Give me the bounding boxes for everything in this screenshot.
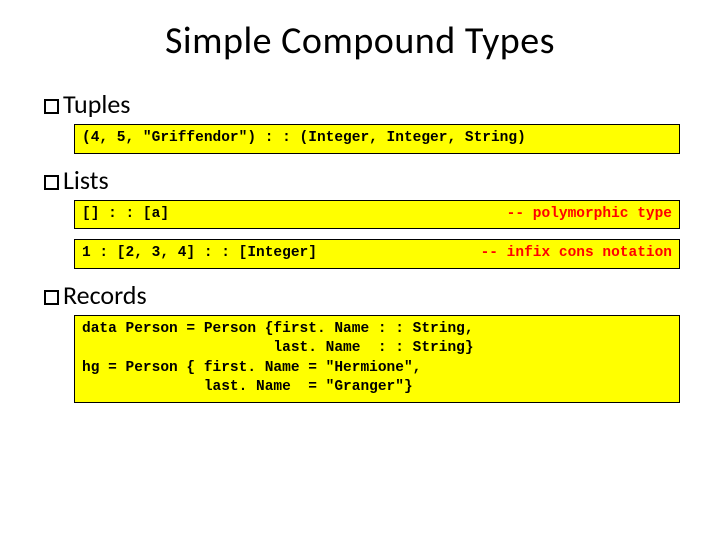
code-tuples: (4, 5, "Griffendor") : : (Integer, Integ… [74, 124, 680, 154]
code-lists-2: 1 : [2, 3, 4] : : [Integer] -- infix cons… [74, 239, 680, 269]
heading-text: Tuples [63, 88, 130, 120]
bullet-icon [44, 99, 59, 114]
bullet-icon [44, 290, 59, 305]
slide-title: Simple Compound Types [40, 18, 680, 64]
bullet-icon [44, 175, 59, 190]
section-tuples-heading: Tuples [40, 88, 680, 120]
heading-text: Lists [63, 164, 109, 196]
code-left: [] : : [a] [82, 205, 169, 225]
section-lists-heading: Lists [40, 164, 680, 196]
code-lists-1: [] : : [a] -- polymorphic type [74, 200, 680, 230]
code-comment: -- polymorphic type [507, 205, 672, 225]
code-left: 1 : [2, 3, 4] : : [Integer] [82, 244, 317, 264]
section-records-heading: Records [40, 279, 680, 311]
code-comment: -- infix cons notation [481, 244, 672, 264]
code-records: data Person = Person {first. Name : : St… [74, 315, 680, 403]
heading-text: Records [63, 279, 147, 311]
